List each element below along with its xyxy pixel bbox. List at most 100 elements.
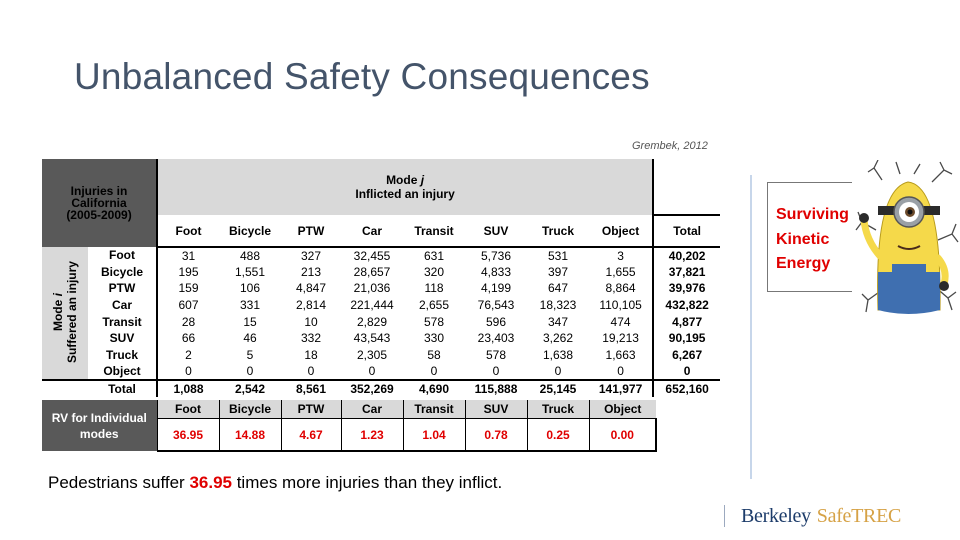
table-cell: 578 [486,347,507,362]
table-cell: 8,864 [605,281,636,296]
row-label: Bicycle [88,263,159,281]
table-cell: 2,305 [357,347,388,362]
table-cell: 647 [548,281,569,296]
rv-value-cell: 4.67 [280,418,342,452]
rv-value-cell: 1.04 [402,418,466,452]
column-total-cell: 141,977 [589,378,654,397]
total-header-blank [652,159,721,216]
table-cell: 28 [181,314,196,329]
table-cell: 0 [185,363,192,378]
table-cell: 4,833 [481,264,512,279]
rv-column-header: PTW [280,400,341,419]
rv-value-cell: 0.25 [526,418,590,452]
column-header: Foot [157,215,220,248]
totals-row-blank [42,378,88,397]
rv-column-header: Transit [402,400,465,419]
table-cell: 2 [185,347,192,362]
table-cell: 2,829 [357,314,388,329]
table-row: SUV 66 46 332 43,543 330 23,403 3,262 19,213 90,1… [42,329,721,347]
injury-matrix-table: Injuries in California (2005-2009) Mode … [42,159,721,397]
table-cell: 4,847 [296,281,327,296]
table-cell: 320 [424,264,445,279]
table-cell: 0 [246,363,254,378]
rv-column-header: Foot [156,400,219,419]
table-cell: 159 [178,281,199,296]
table-cell: 18 [304,347,318,362]
table-cell: 1,551 [235,264,266,279]
column-total-cell: 2,542 [219,378,282,397]
table-cell: 347 [548,314,569,329]
table-cell: 110,105 [599,298,642,313]
total-column-header: Total [652,215,721,248]
row-label: PTW [88,280,159,297]
table-cell: 327 [301,248,322,263]
table-cell: 18,323 [539,298,577,313]
row-label: Transit [88,313,159,330]
row-label: Truck [88,346,159,364]
rv-value-cell: 36.95 [156,418,220,452]
table-cell: 10 [304,314,318,329]
table-row: Transit 28 15 10 2,829 578 596 347 474 4,877 [42,313,721,330]
rv-column-header: SUV [464,400,527,419]
grand-total-cell: 652,160 [652,378,721,397]
highlight-value: 36.95 [189,473,232,492]
table-cell: 106 [240,281,261,296]
table-cell: 5 [246,347,254,362]
table-cell: 46 [243,331,257,346]
table-row: Truck 2 5 18 2,305 58 578 1,638 1,663 6,267 [42,346,721,364]
column-header: PTW [281,215,342,248]
callout-box: Surviving Kinetic Energy [767,182,852,292]
row-total-cell: 0 [652,363,721,380]
citation: Grembek, 2012 [632,140,708,152]
table-cell: 631 [424,248,445,263]
table-cell: 31 [181,248,196,263]
table-row: Object 0 0 0 0 0 0 0 0 0 [42,363,721,380]
table-cell: 58 [427,347,441,362]
table-row: Bicycle 195 1,551 213 28,657 320 4,833 397 1,655… [42,263,721,281]
row-axis-line1: Mode i [51,261,65,363]
table-cell: 488 [240,248,261,263]
table-cell: 66 [181,331,196,346]
table-cell: 21,036 [353,281,391,296]
table-cell: 3,262 [543,331,574,346]
column-header: Truck [527,215,590,248]
table-row: PTW 159 106 4,847 21,036 118 4,199 647 8,864 39,9… [42,280,721,297]
table-cell: 0 [617,363,624,378]
column-header: Car [341,215,404,248]
table-cell: 76,543 [477,298,515,313]
column-total-cell: 1,088 [157,378,220,397]
row-total-cell: 37,821 [652,263,721,281]
rv-value-cell: 1.23 [340,418,404,452]
table-cell: 195 [178,264,199,279]
logo-divider [724,505,725,527]
row-total-cell: 6,267 [652,346,721,364]
row-total-cell: 432,822 [652,296,721,314]
table-cell: 332 [301,331,322,346]
rv-column-header: Truck [526,400,589,419]
table-cell: 2,814 [296,298,327,313]
row-label: Object [88,363,159,380]
table-cell: 3 [617,248,624,263]
table-cell: 330 [424,331,445,346]
row-total-cell: 4,877 [652,313,721,330]
row-axis-text: Mode i Suffered an injury [51,261,79,363]
column-header: SUV [465,215,528,248]
column-total-cell: 115,888 [465,378,528,397]
row-axis-line2: Suffered an injury [65,260,79,363]
mode-j-header: Mode j Inflicted an injury [157,159,654,216]
column-header: Bicycle [219,215,282,248]
table-row: Mode i Suffered an injury Foot 31 488 327 32,4… [42,247,721,380]
table-cell: 43,543 [353,331,391,346]
row-axis-label: Mode i Suffered an injury [42,247,88,380]
table-cell: 19,213 [602,331,639,346]
totals-row: Total 1,088 2,542 8,561 352,269 4,690 115,888 2… [42,378,721,397]
rv-column-header: Car [340,400,403,419]
divider-line [750,175,752,479]
row-label: Foot [88,247,159,264]
table-cell: 596 [486,314,507,329]
rv-column-header: Bicycle [218,400,281,419]
table-cell: 1,655 [605,264,636,279]
berkeley-safetrec-logo: Berkeley SafeTREC [724,504,901,528]
minion-illustration [855,160,959,314]
column-total-cell: 352,269 [341,378,404,397]
